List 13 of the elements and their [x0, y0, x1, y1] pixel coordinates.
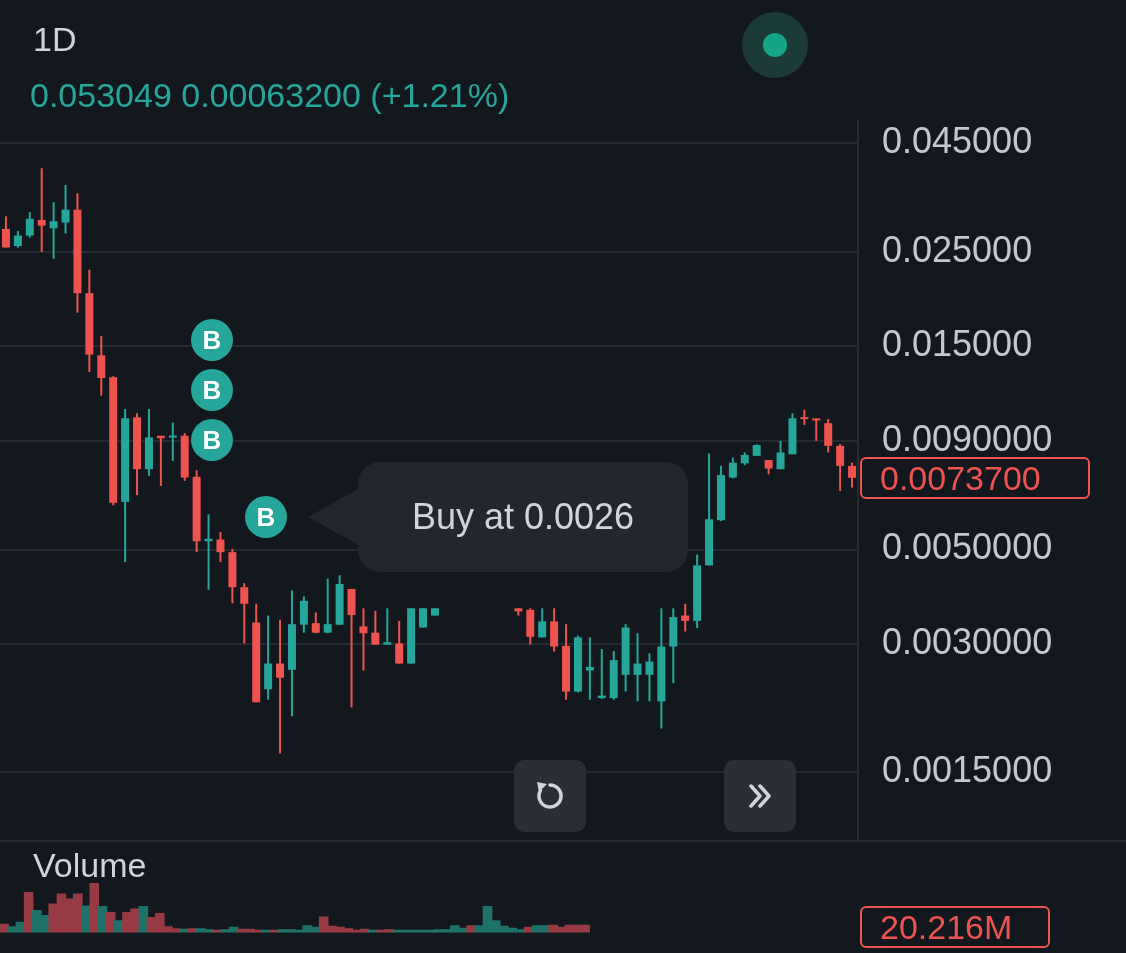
y-tick-label: 0.025000 [882, 228, 1033, 270]
y-tick-label: 0.045000 [882, 120, 1033, 162]
text: 20.216M [880, 907, 1013, 947]
y-tick-label: 0.0090000 [882, 417, 1053, 459]
y-tick-label: 0.015000 [882, 323, 1033, 365]
chart-title: 1D [33, 20, 77, 60]
y-tick-label: 0.0015000 [882, 749, 1053, 791]
text: 0.0073700 [880, 458, 1041, 498]
y-tick-label: 0.0030000 [882, 620, 1053, 662]
annotation: Buy at 0.0026 [411, 496, 635, 538]
chart-title: Volume [33, 846, 147, 886]
chart-subtitle: 0.053049 0.00063200 (+1.21%) [30, 76, 510, 116]
y-tick-label: 0.0050000 [882, 526, 1053, 568]
